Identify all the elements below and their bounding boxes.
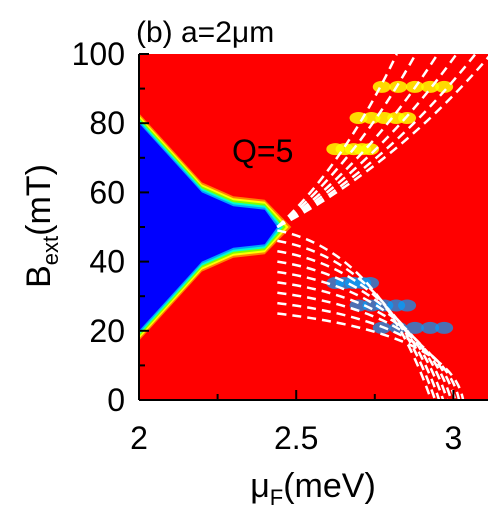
dashed-line-lower-8 [277,312,465,400]
dashed-line-lower-6 [277,291,457,400]
wedge-blob [421,321,440,334]
x-tick-label: 2 [130,420,148,456]
dashed-level-lines [276,54,488,400]
gap-band-6 [139,123,278,331]
axis-ticks: 2 2.5 3 0 20 40 60 80 100 [72,36,463,456]
dashed-line-lower-0 [277,229,433,400]
y-tick-label: 60 [89,174,125,210]
panel-label: (b) a=2μm [136,16,274,49]
wedge-blob [389,80,408,93]
wedge-blob [372,80,391,93]
wedge-blob [362,112,381,125]
dashed-line-upper-5 [276,55,488,229]
dashed-line-lower-4 [277,270,449,400]
dashed-line-lower-5 [277,281,453,400]
gap-region [139,113,292,341]
x-axis-label: μF(meV) [250,467,376,510]
dashed-line-upper-2 [276,54,439,229]
dashed-line-lower-1 [277,239,437,400]
x-tick-label: 2.5 [274,420,318,456]
y-axis-label: Bext(mT) [20,164,63,288]
y-tick-label: 0 [107,382,125,418]
x-tick-label: 3 [445,420,463,456]
y-tick-label: 80 [89,105,125,141]
wedge-blob [349,112,368,125]
dashed-line-upper-0 [276,54,398,228]
dashed-line-lower-7 [277,301,461,400]
plot-area [139,54,488,400]
wedge-blob [361,277,380,290]
dashed-line-lower-3 [277,260,445,400]
y-tick-label: 40 [89,244,125,280]
dashed-line-upper-3 [276,54,458,229]
wedge-blob [362,299,381,312]
y-tick-label: 100 [72,36,125,72]
wedge-blob [435,80,454,93]
wedge-blob [405,321,424,334]
dashed-line-lower-2 [277,249,441,400]
wedge-blob [398,299,417,312]
wedge-blob [435,321,454,334]
y-tick-label: 20 [89,313,125,349]
annotation-q: Q=5 [232,133,293,169]
